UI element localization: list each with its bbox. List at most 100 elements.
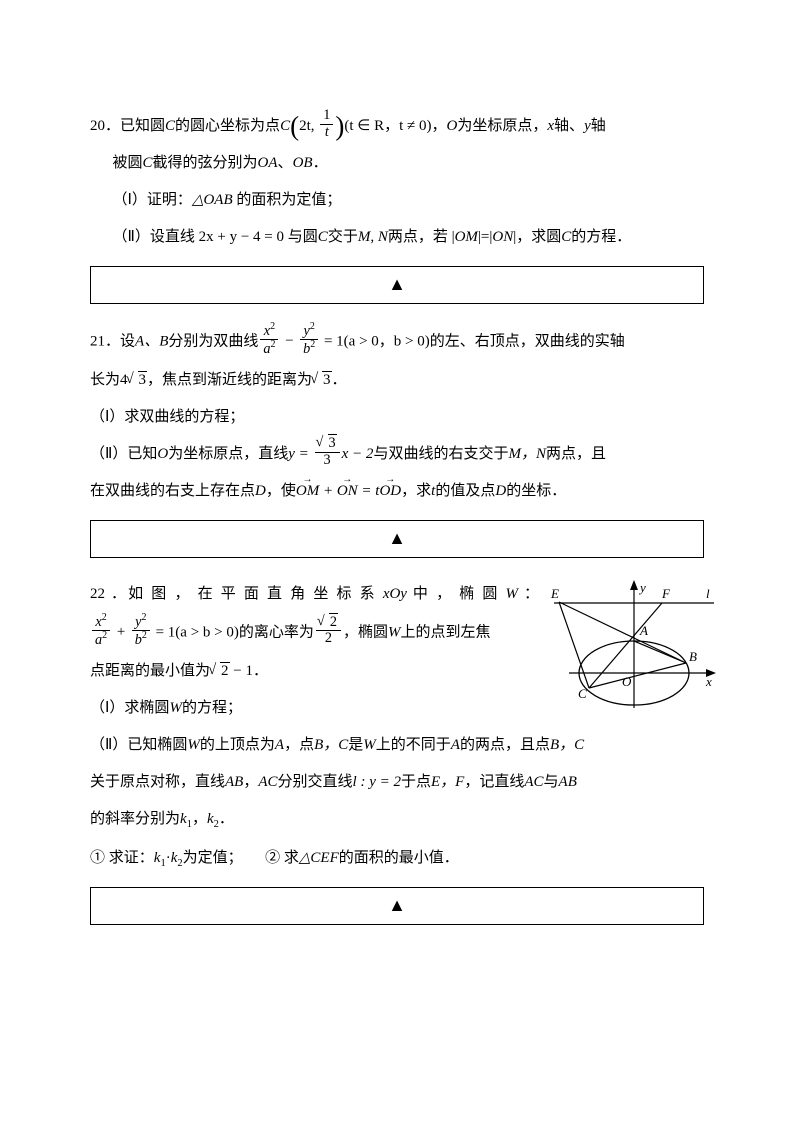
p21-part2: （Ⅱ）已知O为坐标原点，直线y = 33x − 2与双曲线的右支交于M，N两点，…	[90, 438, 704, 471]
t: 的离心率为	[239, 624, 314, 640]
cond: (t ∈ R，t ≠ 0)，	[344, 118, 446, 134]
t: 关于原点对称，直线	[90, 774, 225, 790]
p22-line6: 的斜率分别为k1，k2．	[90, 803, 704, 836]
num: 1	[320, 108, 333, 125]
t: ① 求证：	[90, 850, 154, 866]
t: 为坐标原点，	[457, 118, 547, 134]
t: 中 ， 椭 圆	[413, 586, 500, 602]
t: 设	[120, 333, 135, 349]
var-D: D	[255, 483, 266, 499]
p20-line2: 被圆C截得的弦分别为OA、OB．	[113, 147, 705, 180]
var-ON: ON	[492, 229, 513, 245]
p22-line1: 22 ．如 图 ， 在 平 面 直 角 坐 标 系 xOy 中 ， 椭 圆 W …	[90, 578, 539, 611]
p21-num: 21．	[90, 333, 120, 349]
t: 的圆心坐标为点	[175, 118, 280, 134]
eq: = 1(a > 0，b > 0)	[320, 333, 430, 349]
t: 上的点到左焦	[401, 624, 491, 640]
t: 的方程；	[182, 700, 242, 716]
var-BC: B，C	[550, 737, 584, 753]
triangle-marker: ▲	[388, 519, 406, 559]
d: 3	[315, 453, 340, 469]
var-AC: AC	[258, 774, 277, 790]
fig-label-l: l	[706, 586, 710, 601]
var-A: A	[275, 737, 284, 753]
minus1: − 1．	[230, 663, 268, 679]
var-BC: B，C	[314, 737, 348, 753]
fig-label-C: C	[578, 686, 587, 701]
t: |，求圆	[513, 229, 561, 245]
p20-part2: （Ⅱ）设直线 2x + y − 4 = 0 与圆C交于M, N两点，若 |OM|…	[113, 221, 705, 254]
rest: x − 2	[342, 446, 374, 462]
p21-line1: 21．设A、B分别为双曲线x2a2 − y2b2 = 1(a > 0，b > 0…	[90, 324, 704, 360]
var-W: W	[363, 737, 376, 753]
t: ，	[243, 774, 258, 790]
problem-20: 20．已知圆C的圆心坐标为点C(2t, 1t)(t ∈ R，t ≠ 0)，O为坐…	[90, 110, 704, 254]
eq: = 1(a > b > 0)	[152, 624, 239, 640]
root3: 3	[138, 371, 148, 388]
t: （Ⅰ）证明：	[113, 192, 192, 208]
p22-part2: （Ⅱ）已知椭圆W的上顶点为A，点B，C是W上的不同于A的两点，且点B，C	[90, 729, 704, 762]
problem-21: 21．设A、B分别为双曲线x2a2 − y2b2 = 1(a > 0，b > 0…	[90, 324, 704, 508]
t: 如 图 ， 在 平 面 直 角 坐 标 系	[128, 586, 377, 602]
t: 的面积为定值；	[233, 192, 342, 208]
triangle-marker: ▲	[388, 886, 406, 926]
vec-OM: OM	[296, 481, 319, 499]
fig-label-A: A	[639, 623, 648, 638]
answer-box-20: ▲	[90, 266, 704, 304]
p22-line2: x2a2 + y2b2 = 1(a > b > 0)的离心率为22，椭圆W上的点…	[90, 615, 539, 651]
t: 已知圆	[120, 118, 165, 134]
t: 的面积的最小值．	[339, 850, 459, 866]
p21-part1: （Ⅰ）求双曲线的方程；	[90, 401, 704, 434]
d: 2	[316, 631, 341, 647]
t: 的方程．	[571, 229, 631, 245]
t: 上的不同于	[376, 737, 451, 753]
p22-num: 22 ．	[90, 586, 128, 602]
t: 的上顶点为	[200, 737, 275, 753]
var-OB: OB	[293, 155, 313, 171]
t: 、	[278, 155, 293, 171]
expr: 2t,	[299, 118, 318, 134]
t: 的坐标．	[506, 483, 566, 499]
t: 为定值；	[183, 850, 243, 866]
var-MN: M, N	[358, 229, 388, 245]
t: 的值及点	[435, 483, 495, 499]
t: ，椭圆	[343, 624, 388, 640]
var-xOy: xOy	[383, 586, 407, 602]
t: 轴、	[554, 118, 584, 134]
t: 轴	[591, 118, 606, 134]
t: 与双曲线的右支交于	[373, 446, 508, 462]
t: ，使	[266, 483, 296, 499]
var-OA: OA	[258, 155, 278, 171]
var-O: O	[157, 446, 168, 462]
t: 的斜率分别为	[90, 811, 180, 827]
t: 长为	[90, 372, 120, 388]
var-C: C	[143, 155, 153, 171]
var-AB: AB	[559, 774, 577, 790]
p21-line2: 长为43，焦点到渐近线的距离为3．	[90, 364, 704, 397]
var-y: y	[584, 118, 591, 134]
line-l: l : y = 2	[353, 774, 401, 790]
var-D: D	[495, 483, 506, 499]
tri-CEF: △CEF	[299, 850, 339, 866]
t: ② 求	[265, 850, 299, 866]
p20-part1: （Ⅰ）证明：△OAB 的面积为定值；	[113, 184, 705, 217]
var-C: C	[165, 118, 175, 134]
d: a	[263, 341, 270, 357]
p22-questions: ① 求证：k1·k2为定值； ② 求△CEF的面积的最小值．	[90, 842, 704, 875]
fig-label-O: O	[622, 674, 632, 689]
t: 是	[348, 737, 363, 753]
t: 两点，若 |	[388, 229, 455, 245]
var-O: O	[447, 118, 458, 134]
eqt: = t	[358, 483, 380, 499]
t: 与圆	[284, 229, 318, 245]
y-eq: y =	[288, 446, 312, 462]
var-C: C	[318, 229, 328, 245]
var-W: W	[388, 624, 401, 640]
answer-box-22: ▲	[90, 887, 704, 925]
t: 被圆	[113, 155, 143, 171]
var-A: A	[451, 737, 460, 753]
t: ．	[313, 155, 328, 171]
n: 2	[329, 613, 338, 630]
var-C: C	[280, 118, 290, 134]
problem-22: E F l A B C O x y 22 ．如 图 ， 在 平 面 直 角 坐 …	[90, 578, 704, 875]
